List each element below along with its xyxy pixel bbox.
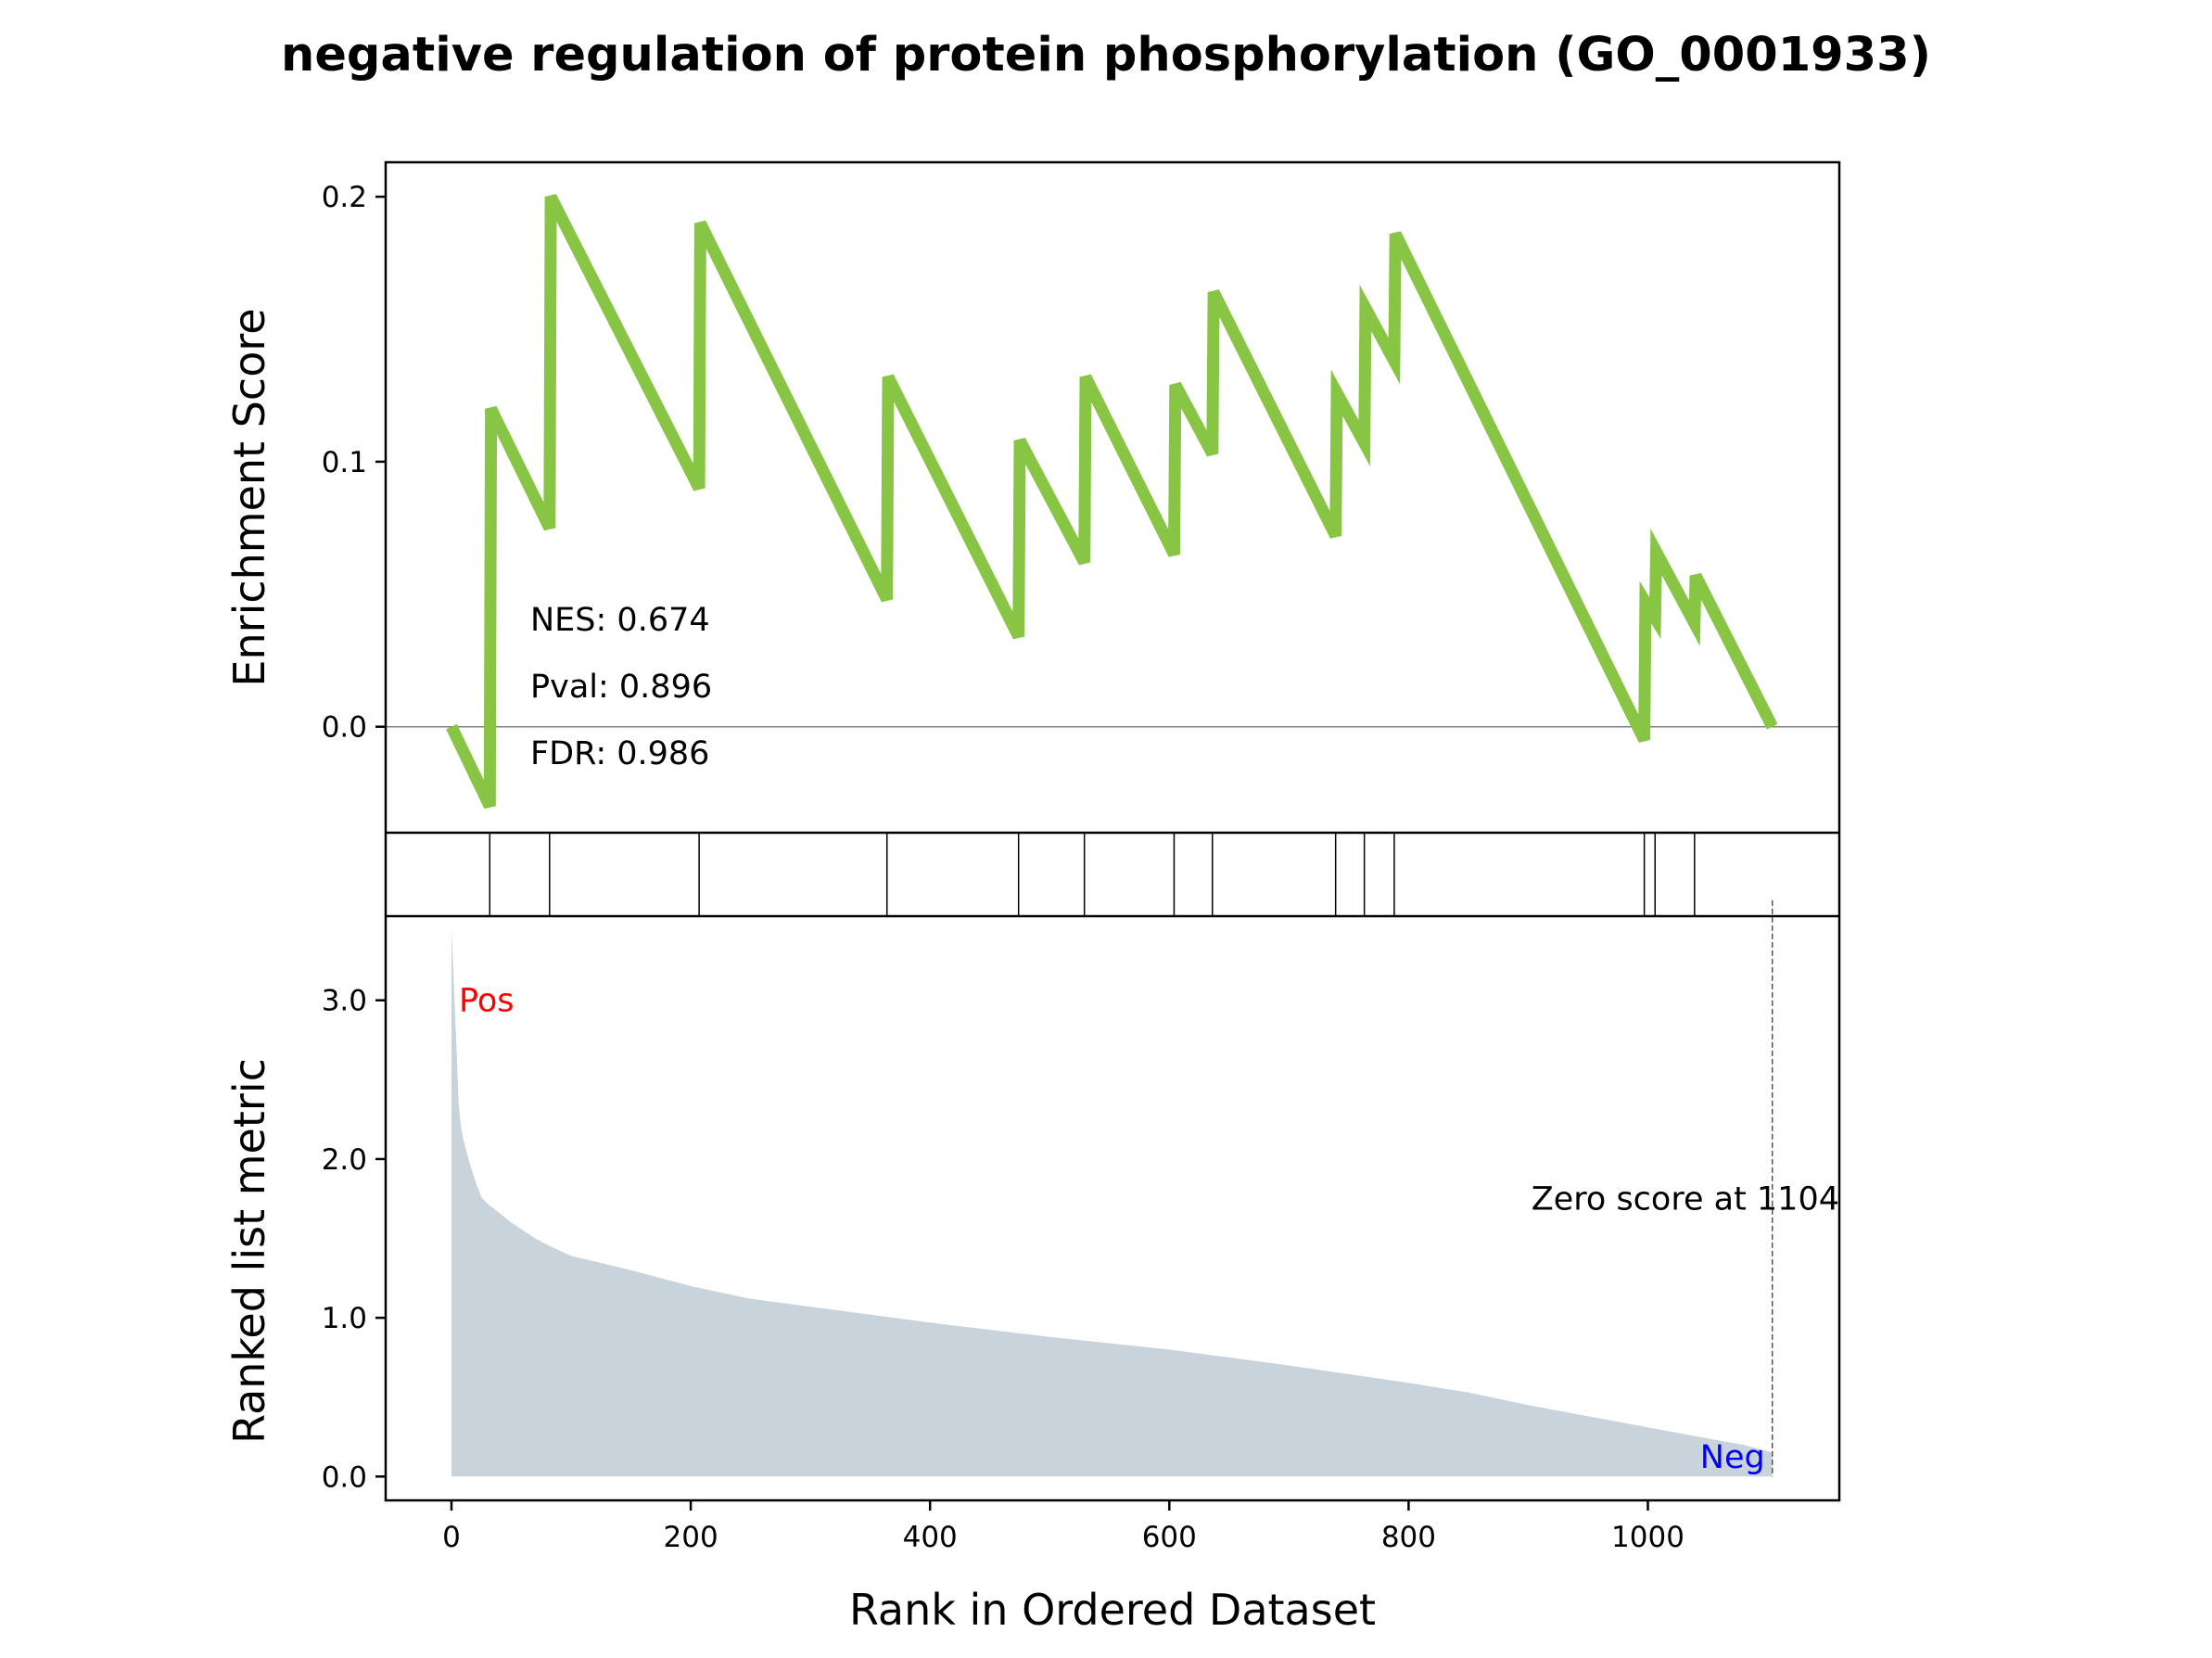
ranked-metric-area: [451, 928, 1773, 1477]
y-tick-label: 0.0: [322, 711, 367, 745]
y-tick-label: 0.1: [322, 446, 367, 479]
enrichment-score-line: [446, 194, 1778, 810]
x-tick-label: 1000: [1611, 1521, 1684, 1554]
hit-rug-panel: [489, 833, 1696, 916]
y-tick-label: 0.2: [322, 181, 367, 214]
zero-score-label: Zero score at 1104: [1532, 1181, 1839, 1218]
x-tick-label: 600: [1142, 1521, 1197, 1554]
y-tick-label: 1.0: [322, 1302, 367, 1335]
ranked-metric-panel: Pos Neg Zero score at 1104 0.0 1.0 2.0 3.0 0 200…: [224, 899, 1839, 1635]
x-tick-label: 400: [903, 1521, 958, 1554]
x-tick-label: 200: [664, 1521, 718, 1554]
neg-label: Neg: [1700, 1439, 1765, 1476]
y-tick-label: 0.0: [322, 1460, 367, 1494]
enrichment-score-panel: 0.0 0.1 0.2 Enrichment Score NES: 0.674 Pval:…: [224, 181, 1839, 810]
y-tick-label: 3.0: [322, 985, 367, 1018]
x-tick-label: 800: [1381, 1521, 1436, 1554]
y-axis-label-metric: Ranked list metric: [224, 1058, 274, 1444]
plot-frame: [384, 160, 1841, 1502]
stat-label: FDR: 0.986: [530, 735, 709, 772]
y-axis-label: Enrichment Score: [224, 308, 274, 686]
x-tick-label: 0: [442, 1521, 461, 1554]
x-axis-label: Rank in Ordered Dataset: [849, 1585, 1376, 1635]
pos-label: Pos: [459, 983, 515, 1020]
y-tick-label: 2.0: [322, 1143, 367, 1177]
stat-label: Pval: 0.896: [530, 669, 712, 706]
stat-label: NES: 0.674: [530, 602, 710, 639]
chart-title: negative regulation of protein phosphory…: [281, 28, 1931, 83]
